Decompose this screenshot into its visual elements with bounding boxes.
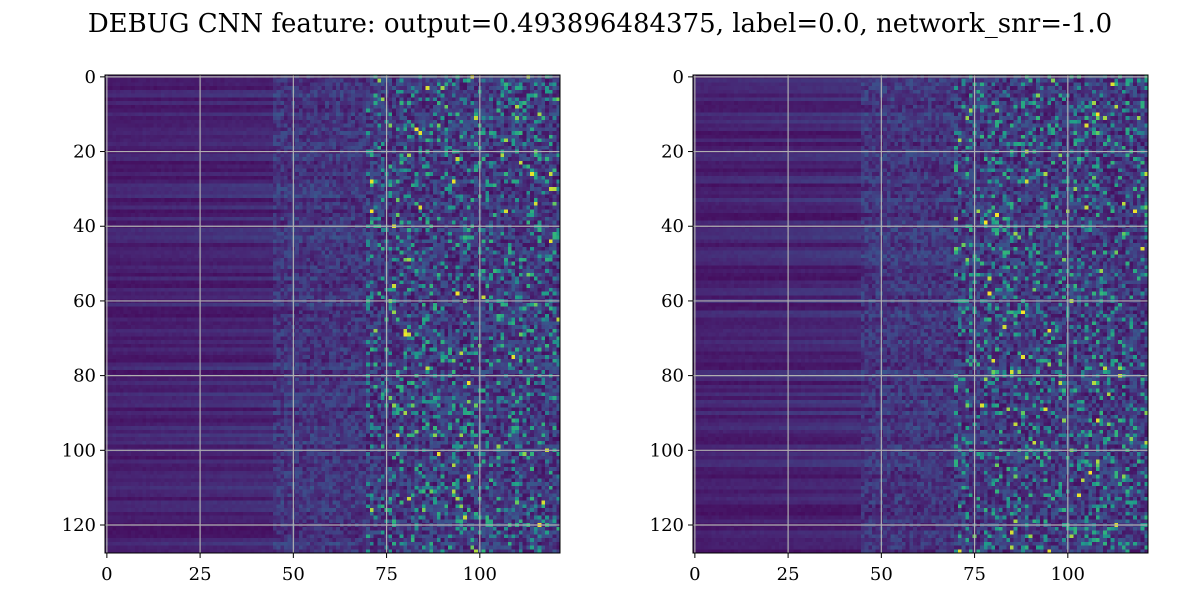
y-tick-label: 40 <box>73 216 96 237</box>
y-tick-label: 80 <box>661 366 684 387</box>
x-tick-label: 50 <box>870 564 893 585</box>
y-tick-label: 80 <box>73 366 96 387</box>
y-tick-label: 20 <box>73 142 96 163</box>
y-tick-label: 40 <box>661 216 684 237</box>
y-tick-label: 60 <box>661 291 684 312</box>
x-tick-label: 75 <box>963 564 986 585</box>
x-tick-label: 25 <box>189 564 212 585</box>
x-tick-label: 75 <box>375 564 398 585</box>
heatmap-image <box>105 75 560 553</box>
x-tick-label: 100 <box>1051 564 1085 585</box>
figure-title: DEBUG CNN feature: output=0.493896484375… <box>87 9 1113 39</box>
x-tick-label: 0 <box>101 564 112 585</box>
x-tick-label: 50 <box>282 564 305 585</box>
x-tick-label: 100 <box>463 564 497 585</box>
heatmap-image <box>693 75 1148 553</box>
x-tick-label: 25 <box>777 564 800 585</box>
y-tick-label: 60 <box>73 291 96 312</box>
heatmap-panel-1: 0 25 50 75 100 0 20 40 60 80 100 120 <box>62 67 561 585</box>
y-tick-label: 0 <box>85 67 96 88</box>
y-tick-label: 100 <box>62 440 96 461</box>
y-tick-label: 120 <box>650 515 684 536</box>
y-tick-label: 100 <box>650 440 684 461</box>
axes-frame <box>104 74 561 554</box>
x-tick-label: 0 <box>689 564 700 585</box>
heatmap-panel-2: 0 25 50 75 100 0 20 40 60 80 100 120 <box>650 67 1149 585</box>
y-tick-label: 0 <box>673 67 684 88</box>
axes-frame <box>692 74 1149 554</box>
y-tick-label: 20 <box>661 142 684 163</box>
y-tick-label: 120 <box>62 515 96 536</box>
